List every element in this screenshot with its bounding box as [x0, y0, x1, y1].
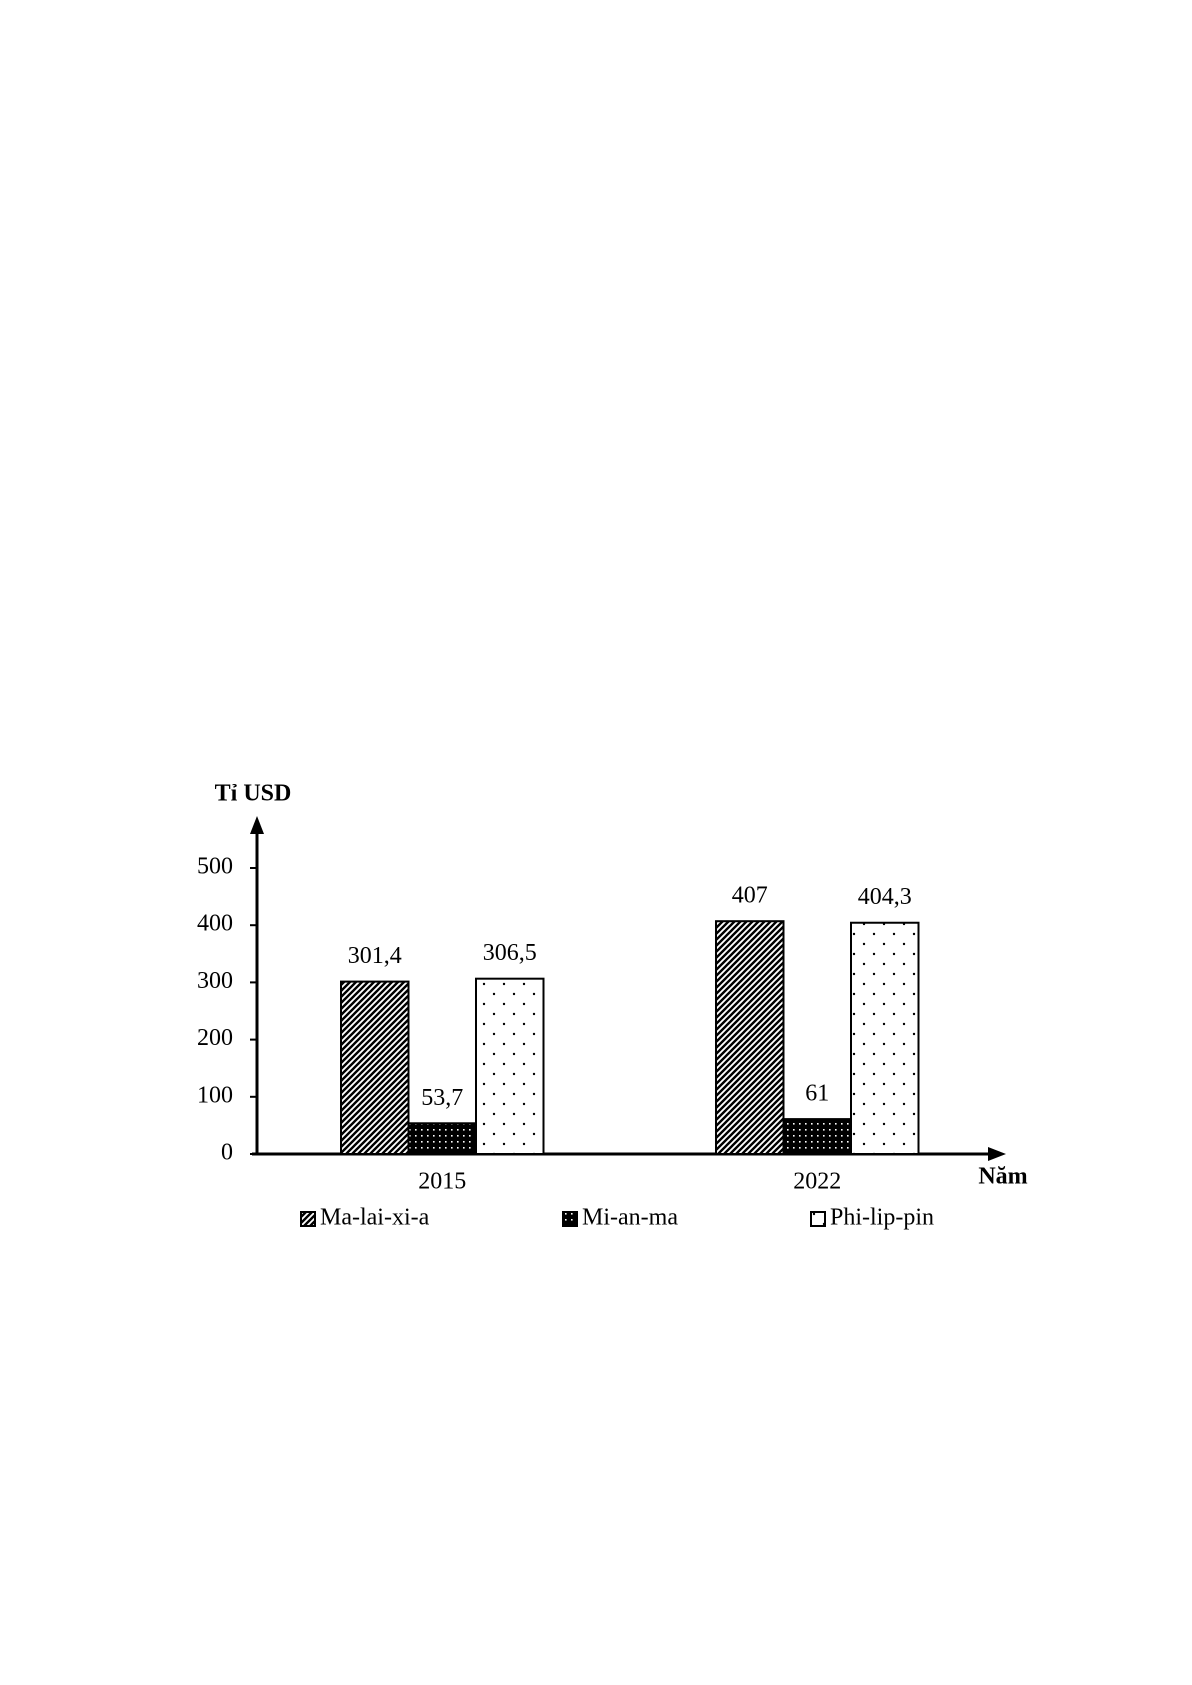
x-tick-label: 2015 [418, 1169, 466, 1195]
x-axis-arrow [988, 1147, 1006, 1161]
y-tick-label: 0 [221, 1140, 233, 1166]
bar [407, 1122, 477, 1155]
legend-label: Mi-an-ma [582, 1205, 678, 1231]
legend-swatch [810, 1211, 826, 1227]
legend-swatch [300, 1211, 316, 1227]
bar [340, 980, 410, 1155]
y-tick-label: 300 [197, 968, 233, 994]
bar [475, 977, 545, 1155]
legend-label: Phi-lip-pin [830, 1205, 934, 1231]
value-label: 306,5 [483, 940, 537, 966]
bar [850, 921, 920, 1156]
x-tick-label: 2022 [793, 1169, 841, 1195]
legend-label: Ma-lai-xi-a [320, 1205, 430, 1231]
x-axis-label: Năm [978, 1164, 1027, 1190]
y-tick-label: 500 [197, 854, 233, 880]
value-label: 404,3 [858, 884, 912, 910]
y-tick-label: 200 [197, 1025, 233, 1051]
value-label: 61 [805, 1081, 829, 1107]
legend-swatch [562, 1211, 578, 1227]
value-label: 407 [732, 883, 768, 909]
value-label: 301,4 [348, 943, 402, 969]
y-tick-label: 100 [197, 1082, 233, 1108]
y-axis-label: Tỉ USD [215, 781, 292, 807]
value-label: 53,7 [421, 1085, 463, 1111]
y-tick-label: 400 [197, 911, 233, 937]
bar [715, 920, 785, 1155]
y-axis-arrow [250, 816, 264, 834]
bar [782, 1118, 852, 1156]
